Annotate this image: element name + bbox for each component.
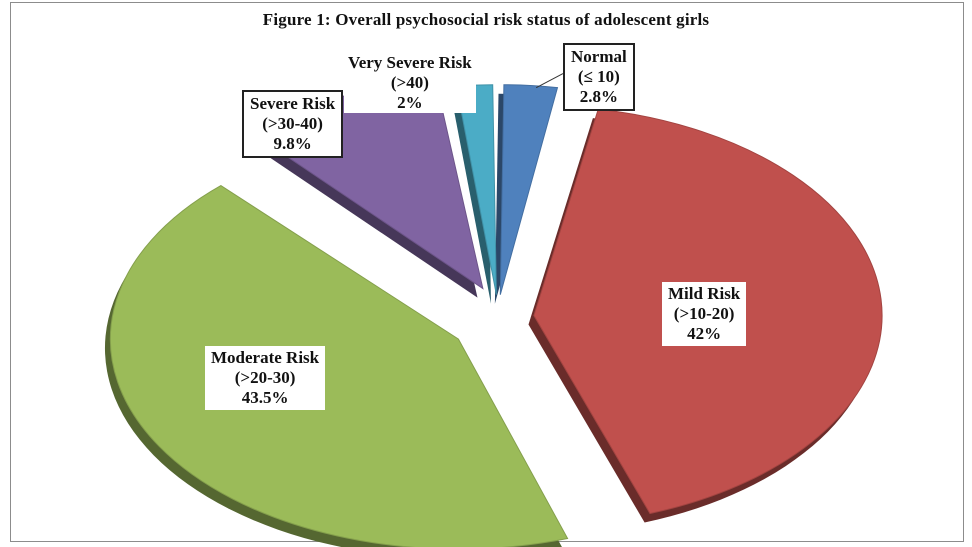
slice-label-very-severe-risk: Very Severe Risk (>40) 2% — [344, 53, 476, 113]
slice-value: 2.8% — [579, 87, 618, 106]
slice-range: (>10-20) — [673, 304, 735, 323]
chart-title: Figure 1: Overall psychosocial risk stat… — [262, 10, 710, 29]
slice-label-severe-risk: Severe Risk (>30-40) 9.8% — [242, 90, 344, 158]
slice-label-moderate-risk: Moderate Risk (>20-30) 43.5% — [205, 346, 326, 410]
slice-moderate-risk — [109, 185, 569, 547]
slice-value: 42% — [687, 324, 722, 343]
slice-name: Moderate Risk — [211, 348, 320, 367]
slice-value: 9.8% — [273, 134, 312, 153]
slice-label-mild-risk: Mild Risk (>10-20) 42% — [662, 282, 747, 346]
slice-range: (>40) — [390, 73, 429, 92]
slice-name: Very Severe Risk — [348, 53, 472, 72]
slice-value: 2% — [397, 93, 423, 112]
slice-value: 43.5% — [241, 388, 289, 407]
slice-name: Mild Risk — [668, 284, 741, 303]
slice-range: (>20-30) — [234, 368, 296, 387]
slice-label-normal: Normal (≤ 10) 2.8% — [563, 43, 635, 111]
slice-range: (>30-40) — [262, 114, 323, 133]
slice-name: Normal — [571, 47, 627, 66]
slice-name: Severe Risk — [250, 94, 336, 113]
slice-range: (≤ 10) — [577, 67, 620, 86]
slice-normal — [499, 84, 559, 295]
leader-line-normal — [535, 73, 564, 89]
